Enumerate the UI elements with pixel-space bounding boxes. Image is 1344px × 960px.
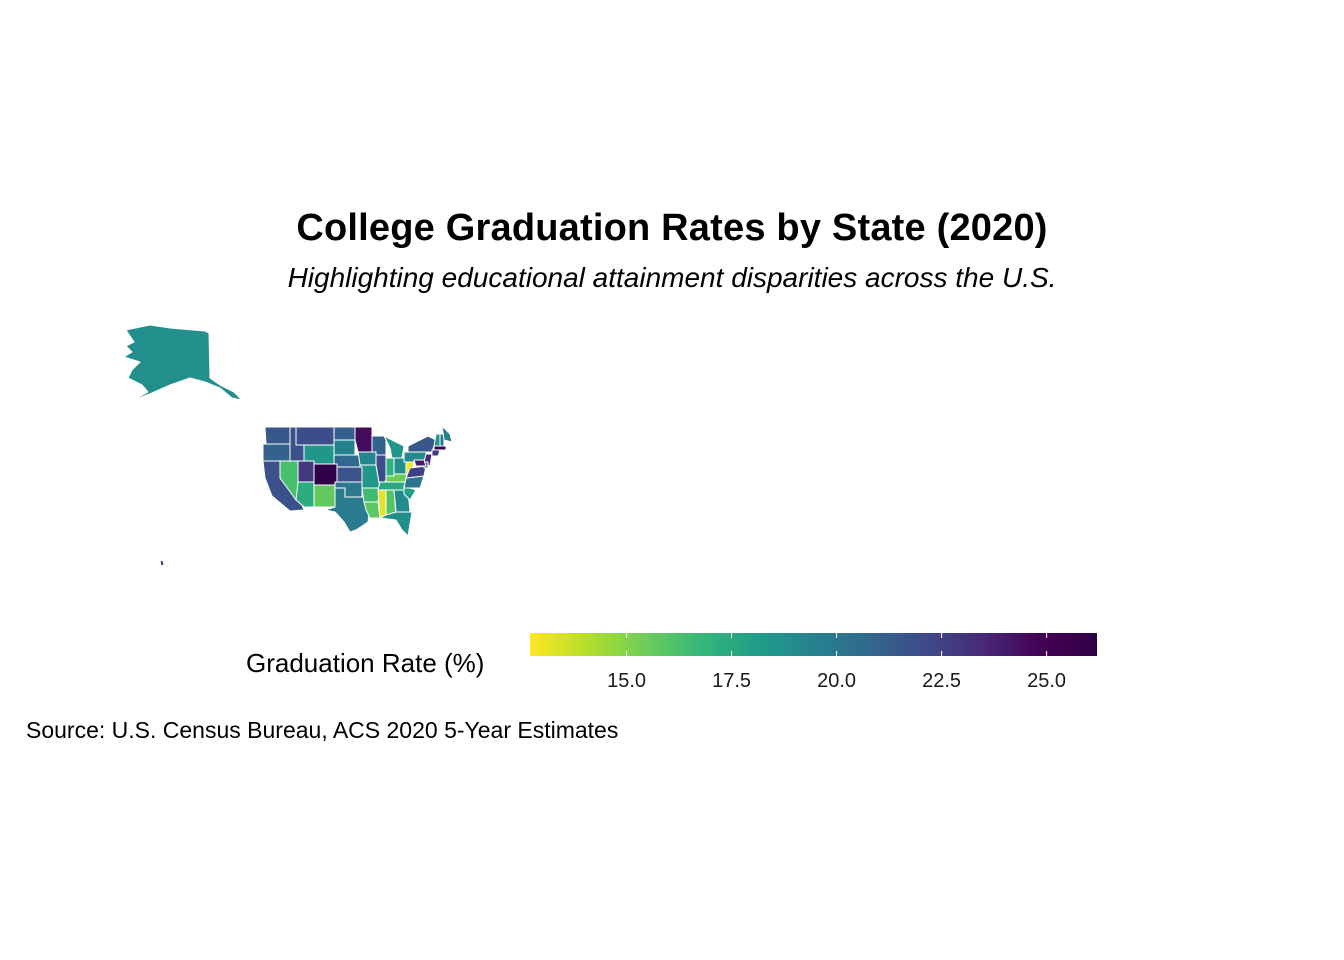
state-hi — [159, 559, 165, 567]
state-md — [413, 459, 427, 467]
legend-tick-label: 25.0 — [1027, 670, 1066, 692]
source-caption: Source: U.S. Census Bureau, ACS 2020 5-Y… — [26, 717, 619, 743]
state-tx — [324, 487, 371, 533]
legend-title: Graduation Rate (%) — [246, 648, 485, 678]
state-la — [363, 501, 381, 519]
legend-tick-label: 20.0 — [817, 670, 856, 692]
state-in — [385, 457, 395, 477]
state-va — [405, 465, 427, 479]
legend-tick-label: 17.5 — [712, 670, 751, 692]
state-az — [295, 481, 315, 508]
state-ak — [123, 324, 243, 402]
state-fl — [379, 511, 413, 537]
legend-tick-label: 15.0 — [607, 670, 646, 692]
state-sc — [403, 485, 417, 501]
chart-subtitle: Highlighting educational attainment disp… — [287, 262, 1057, 293]
legend-colorbar — [530, 633, 1097, 656]
state-me — [441, 425, 453, 443]
state-ma — [433, 445, 447, 451]
legend-tick-label: 22.5 — [922, 670, 961, 692]
chart-title: College Graduation Rates by State (2020) — [296, 207, 1048, 249]
